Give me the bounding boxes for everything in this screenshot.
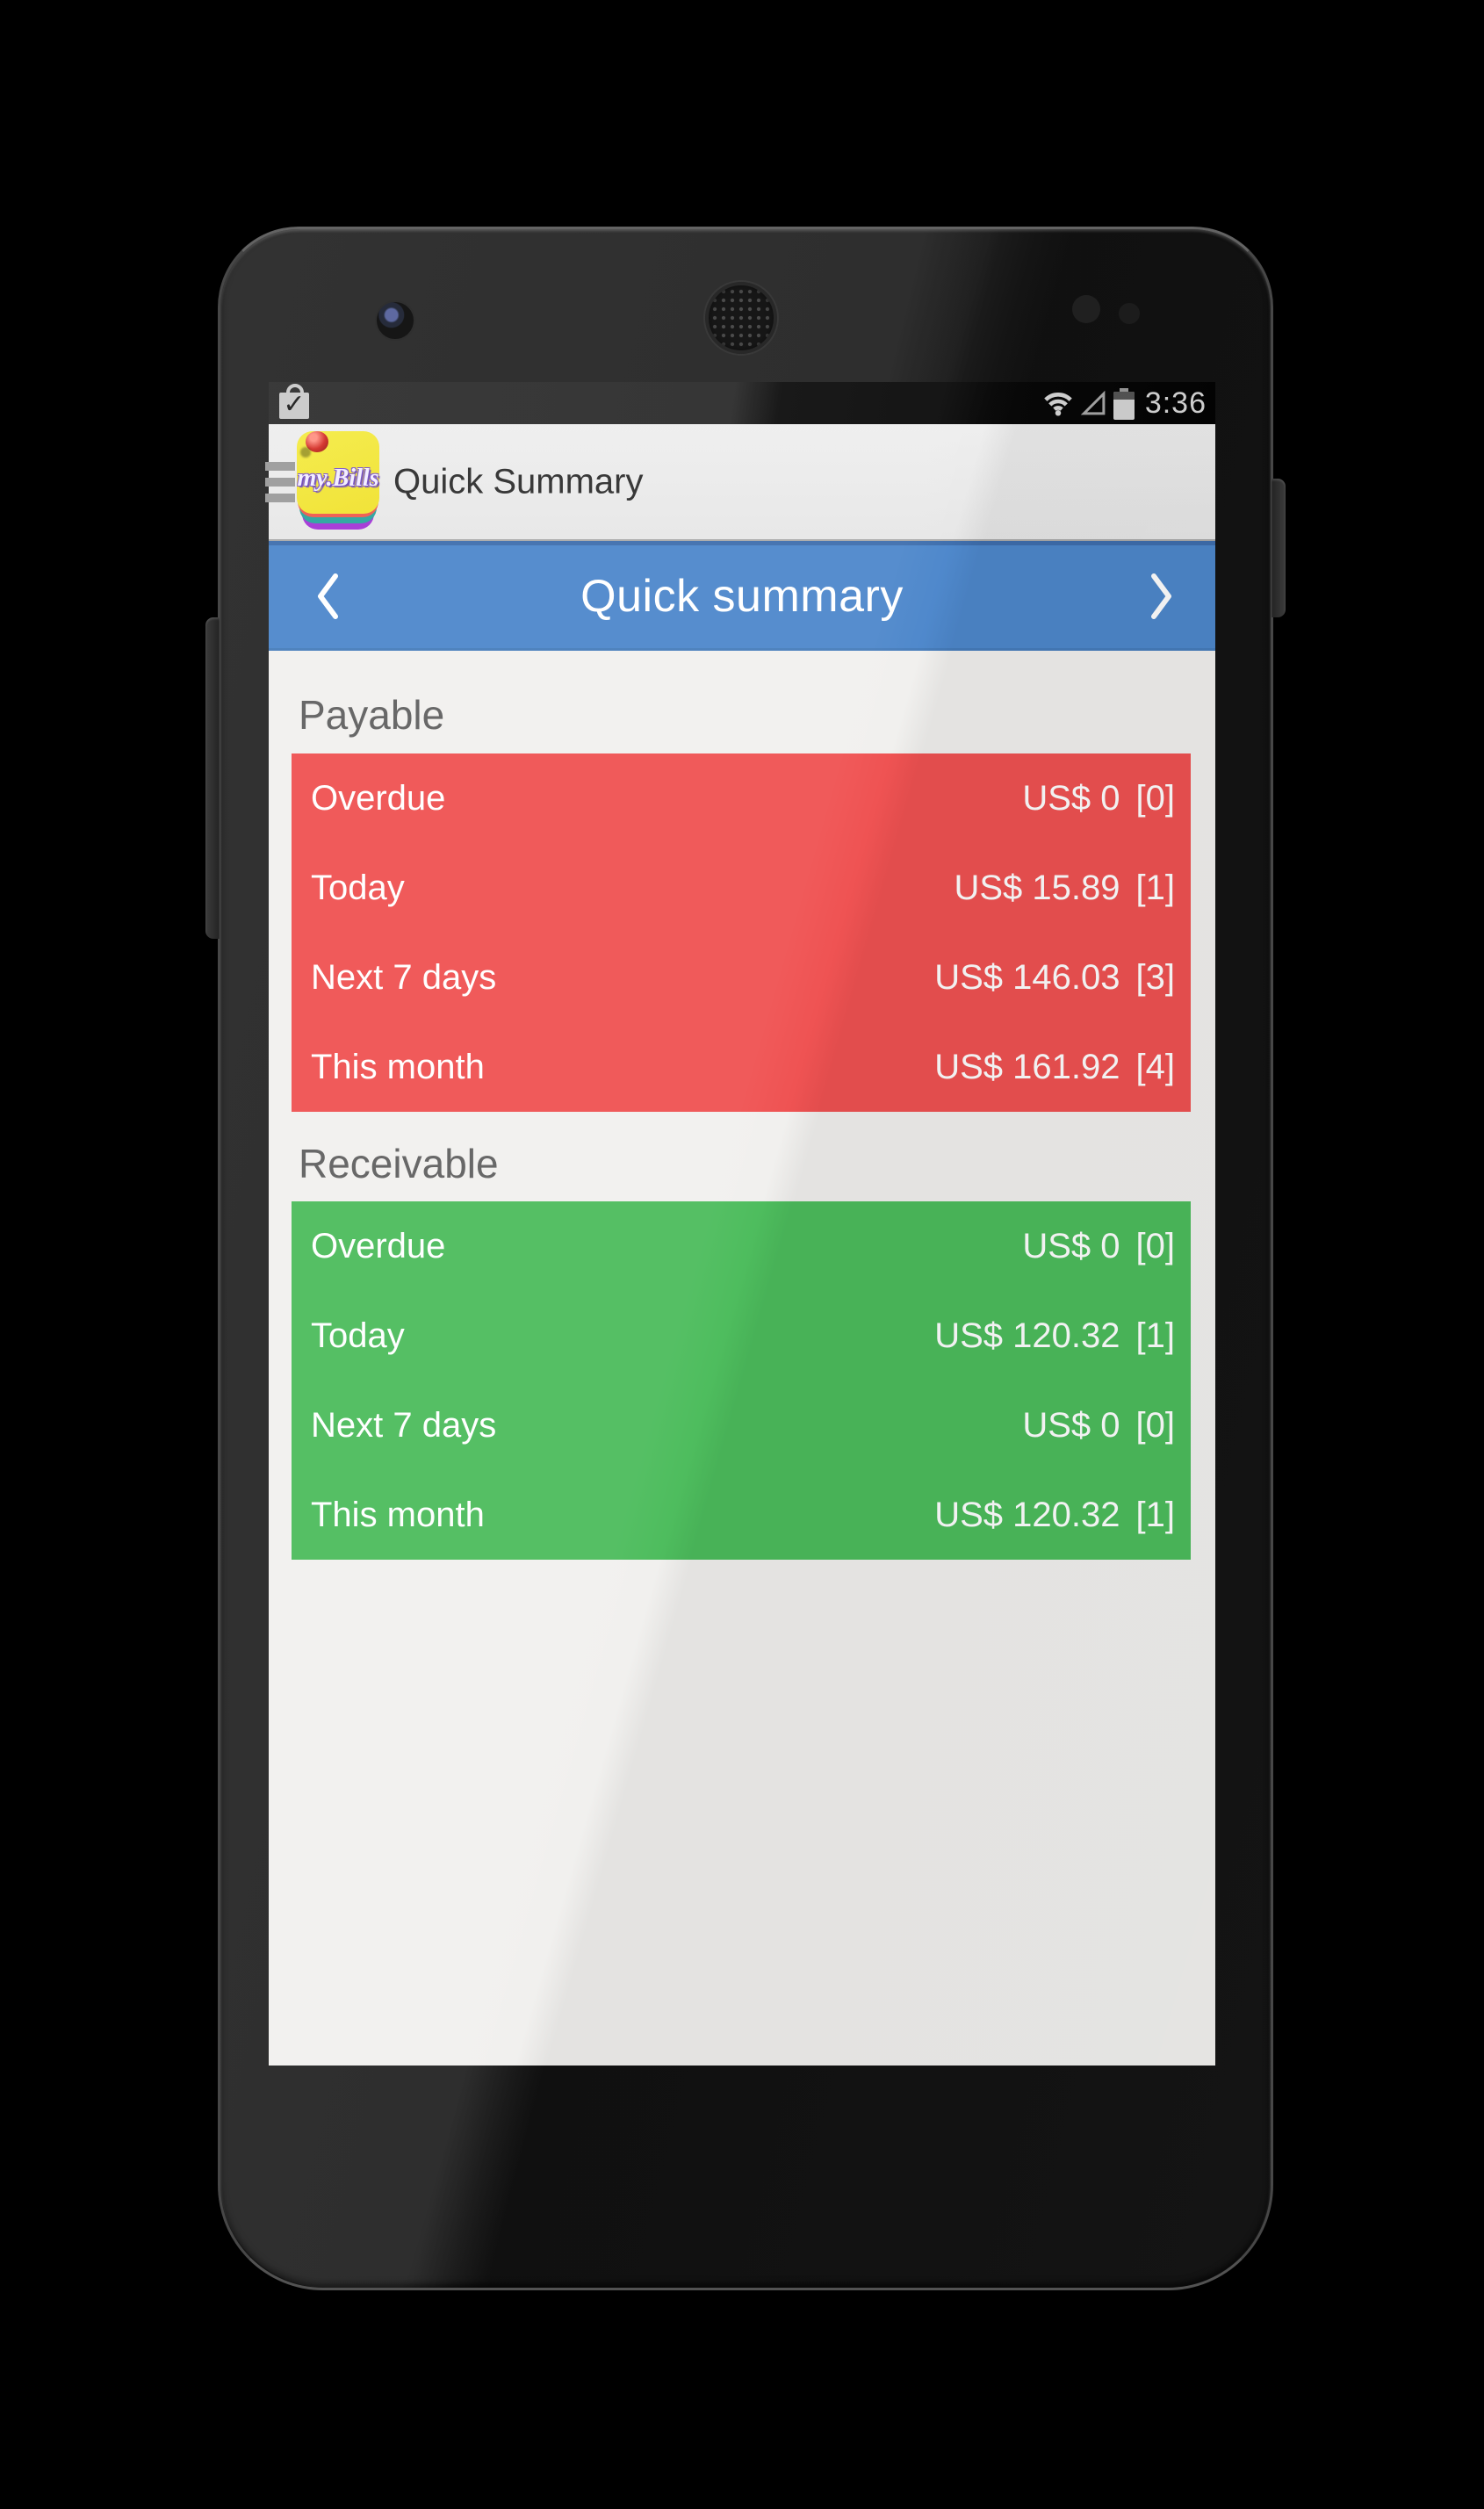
notification-bag-check-icon: ✓ <box>279 384 311 421</box>
phone-screen: ✓ <box>265 229 1215 2288</box>
row-value: US$ 161.92 [4] <box>934 1048 1175 1087</box>
row-amount: US$ 146.03 <box>934 957 1120 997</box>
status-icons-cluster: 3:36 <box>1043 382 1207 424</box>
row-label: Today <box>311 868 405 907</box>
row-label: Overdue <box>311 778 446 818</box>
hamburger-menu-icon[interactable] <box>265 461 295 502</box>
app-bar: my.Bills Quick Summary <box>265 424 1215 541</box>
payable-row-thismonth[interactable]: This month US$ 161.92 [4] <box>292 1022 1191 1112</box>
payable-row-today[interactable]: Today US$ 15.89 [1] <box>292 843 1191 933</box>
row-value: US$ 0 [0] <box>1022 1227 1175 1266</box>
payable-row-next7days[interactable]: Next 7 days US$ 146.03 [3] <box>292 933 1191 1022</box>
phone-device: ✓ <box>205 227 1286 2290</box>
battery-icon <box>1113 388 1135 420</box>
pager-bar: Quick summary <box>269 541 1215 651</box>
row-count: [4] <box>1135 1047 1175 1086</box>
volume-rocker <box>205 617 220 939</box>
receivable-row-today[interactable]: Today US$ 120.32 [1] <box>292 1291 1191 1381</box>
row-amount: US$ 120.32 <box>934 1316 1120 1355</box>
app-bar-title: Quick Summary <box>393 462 644 501</box>
status-bar: ✓ <box>269 382 1215 424</box>
row-value: US$ 146.03 [3] <box>934 958 1175 998</box>
cell-signal-icon <box>1080 390 1106 416</box>
receivable-row-overdue[interactable]: Overdue US$ 0 [0] <box>292 1201 1191 1291</box>
row-label: This month <box>311 1047 485 1086</box>
section-title-receivable: Receivable <box>299 1141 499 1186</box>
row-count: [0] <box>1135 1405 1175 1445</box>
logo-face: my.Bills <box>297 431 379 514</box>
row-label: Next 7 days <box>311 1405 497 1445</box>
battery-empty-segment <box>1113 392 1135 400</box>
receivable-row-thismonth[interactable]: This month US$ 120.32 [1] <box>292 1470 1191 1560</box>
row-count: [1] <box>1135 868 1175 907</box>
row-label: Overdue <box>311 1226 446 1265</box>
chevron-left-icon[interactable] <box>314 572 341 621</box>
row-value: US$ 120.32 [1] <box>934 1316 1175 1356</box>
front-camera <box>375 300 415 341</box>
row-value: US$ 15.89 [1] <box>954 869 1175 908</box>
row-count: [1] <box>1135 1316 1175 1355</box>
row-value: US$ 0 [0] <box>1022 1406 1175 1446</box>
row-count: [0] <box>1135 1226 1175 1265</box>
power-button <box>1271 479 1286 617</box>
row-value: US$ 120.32 [1] <box>934 1496 1175 1535</box>
pushpin-icon <box>302 429 332 459</box>
row-label: Today <box>311 1316 405 1355</box>
status-time: 3:36 <box>1144 386 1207 420</box>
row-label: Next 7 days <box>311 957 497 997</box>
row-amount: US$ 0 <box>1022 1405 1120 1445</box>
earpiece-speaker <box>705 282 777 354</box>
row-amount: US$ 120.32 <box>934 1495 1120 1534</box>
payable-row-overdue[interactable]: Overdue US$ 0 [0] <box>292 753 1191 843</box>
row-amount: US$ 15.89 <box>954 868 1120 907</box>
wifi-icon <box>1043 391 1073 416</box>
ambient-light-sensor <box>1119 303 1140 324</box>
receivable-card: Overdue US$ 0 [0] Today US$ 120.32 [1] <box>292 1201 1191 1560</box>
row-amount: US$ 161.92 <box>934 1047 1120 1086</box>
row-amount: US$ 0 <box>1022 1226 1120 1265</box>
row-count: [1] <box>1135 1495 1175 1534</box>
logo-text: my.Bills <box>297 465 379 492</box>
row-amount: US$ 0 <box>1022 778 1120 818</box>
summary-content: Payable Overdue US$ 0 [0] Today US$ 15.8… <box>269 651 1215 2066</box>
battery-tip <box>1119 388 1128 393</box>
bag-checkmark: ✓ <box>279 392 309 419</box>
row-label: This month <box>311 1495 485 1534</box>
row-count: [0] <box>1135 778 1175 818</box>
receivable-row-next7days[interactable]: Next 7 days US$ 0 [0] <box>292 1381 1191 1470</box>
chevron-right-icon[interactable] <box>1149 572 1175 621</box>
row-count: [3] <box>1135 957 1175 997</box>
payable-card: Overdue US$ 0 [0] Today US$ 15.89 [1] <box>292 753 1191 1112</box>
app-logo-icon: my.Bills <box>297 431 379 530</box>
row-value: US$ 0 [0] <box>1022 779 1175 818</box>
proximity-sensor <box>1072 295 1100 323</box>
pager-title: Quick summary <box>580 570 904 622</box>
section-title-payable: Payable <box>299 692 445 738</box>
